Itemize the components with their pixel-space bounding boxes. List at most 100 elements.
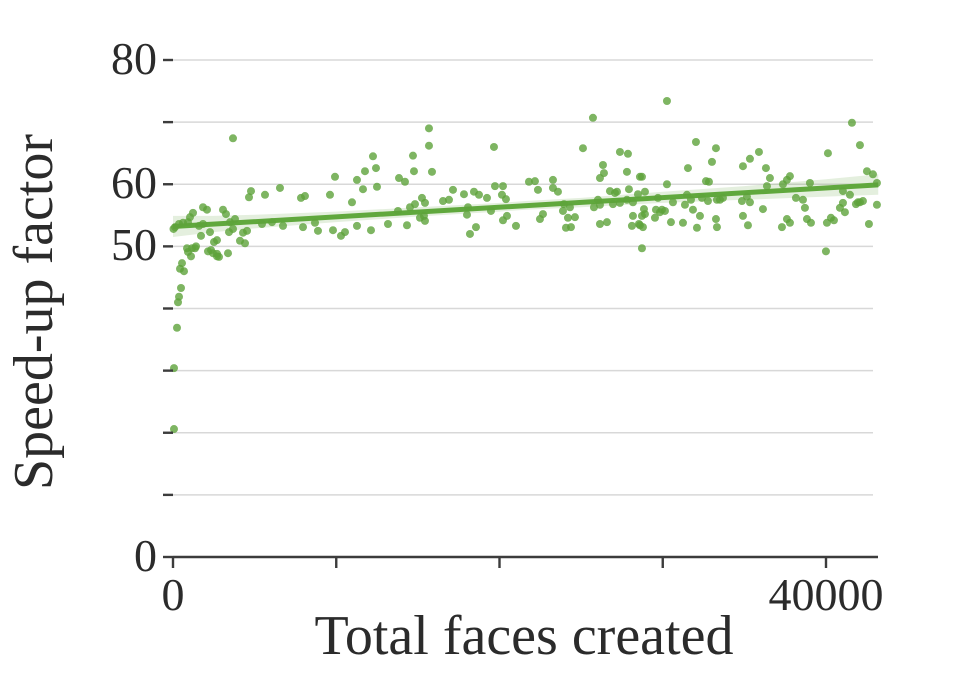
scatter-point	[409, 167, 418, 176]
scatter-point	[683, 164, 692, 173]
scatter-point	[275, 183, 284, 192]
scatter-point	[257, 220, 266, 229]
scatter-point	[598, 160, 607, 169]
scatter-point	[711, 215, 720, 224]
scatter-point	[707, 157, 716, 166]
scatter-point	[300, 192, 309, 201]
scatter-point	[444, 195, 453, 204]
scatter-point	[372, 182, 381, 191]
scatter-point	[559, 200, 568, 209]
scatter-point	[868, 170, 877, 179]
scatter-point	[196, 231, 205, 240]
scatter-point	[622, 195, 631, 204]
scatter-point	[358, 185, 367, 194]
scatter-point	[761, 164, 770, 173]
scatter-point	[650, 213, 659, 222]
scatter-point	[243, 226, 252, 235]
scatter-point	[228, 134, 237, 143]
scatter-point	[595, 174, 604, 183]
scatter-point	[704, 177, 713, 186]
scatter-point	[502, 211, 511, 220]
scatter-point	[777, 223, 786, 232]
scatter-point	[688, 205, 697, 214]
scatter-point	[610, 188, 619, 197]
scatter-point	[566, 223, 575, 232]
scatter-point	[427, 167, 436, 176]
scatter-point	[511, 221, 520, 230]
scatter-point	[424, 141, 433, 150]
scatter-point	[653, 193, 662, 202]
scatter-point	[578, 144, 587, 153]
scatter-point	[310, 218, 319, 227]
scatter-point	[821, 247, 830, 256]
scatter-point	[558, 206, 567, 215]
scatter-point	[639, 205, 648, 214]
scatter-point	[192, 242, 201, 251]
scatter-point	[697, 193, 706, 202]
scatter-point	[330, 172, 339, 181]
scatter-point	[177, 259, 186, 268]
scatter-point	[798, 195, 807, 204]
scatter-point	[501, 195, 510, 204]
scatter-point	[169, 425, 178, 434]
x-tick-label-0: 0	[161, 569, 185, 620]
scatter-point	[231, 215, 240, 224]
scatter-point	[800, 203, 809, 212]
scatter-point	[695, 211, 704, 220]
scatter-point	[745, 154, 754, 163]
scatter-point	[668, 198, 677, 207]
scatter-point	[530, 177, 539, 186]
scatter-point	[371, 164, 380, 173]
scatter-point	[180, 267, 189, 276]
scatter-point	[352, 175, 361, 184]
scatter-point	[240, 239, 249, 248]
scatter-point	[548, 175, 557, 184]
scatter-point	[524, 177, 533, 186]
scatter-point	[172, 323, 181, 332]
scatter-point	[498, 182, 507, 191]
scatter-point	[805, 179, 814, 188]
scatter-point	[565, 203, 574, 212]
scatter-point	[340, 228, 349, 237]
scatter-point	[762, 182, 771, 191]
scatter-point	[298, 223, 307, 232]
scatter-point	[680, 200, 689, 209]
scatter-point	[278, 221, 287, 230]
scatter-point	[347, 198, 356, 207]
scatter-point	[212, 236, 221, 245]
y-tick-label-60: 60	[111, 157, 157, 209]
scatter-point	[221, 210, 230, 219]
scatter-point	[628, 211, 637, 220]
scatter-point	[847, 118, 856, 127]
scatter-point	[823, 149, 832, 158]
scatter-point	[462, 210, 471, 219]
scatter-point	[400, 177, 409, 186]
scatter-point	[228, 224, 237, 233]
scatter-point	[615, 198, 624, 207]
scatter-point	[791, 193, 800, 202]
scatter-point	[420, 198, 429, 207]
scatter-point	[855, 198, 864, 207]
scatter-point	[662, 180, 671, 189]
scatter-point	[627, 221, 636, 230]
scatter-point	[366, 226, 375, 235]
scatter-point	[223, 249, 232, 258]
scatter-point	[486, 206, 495, 215]
scatter-point	[570, 213, 579, 222]
scatter-point	[624, 185, 633, 194]
scatter-point	[623, 149, 632, 158]
scatter-point	[637, 244, 646, 253]
scatter-point	[872, 179, 881, 188]
scatter-point	[738, 162, 747, 171]
scatter-point	[205, 228, 214, 237]
scatter-point	[666, 218, 675, 227]
scatter-point	[465, 229, 474, 238]
scatter-point	[838, 198, 847, 207]
scatter-point	[602, 218, 611, 227]
scatter-point	[743, 221, 752, 230]
scatter-point	[686, 195, 695, 204]
scatter-point	[608, 200, 617, 209]
scatter-point	[438, 197, 447, 206]
